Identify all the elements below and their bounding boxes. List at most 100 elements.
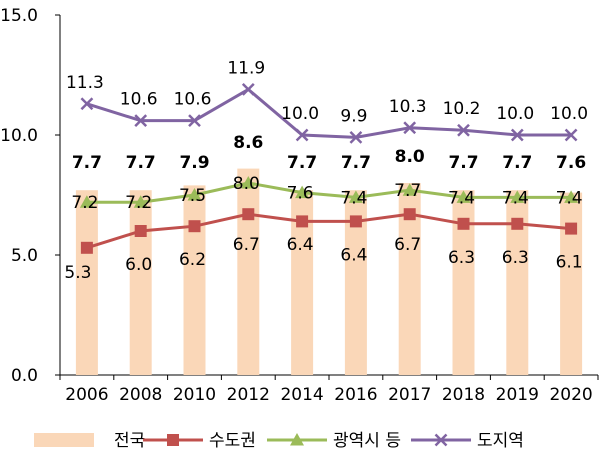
legend-label: 수도권 bbox=[209, 431, 256, 451]
x-marker-stroke bbox=[134, 114, 148, 127]
line-도지역 bbox=[86, 87, 572, 139]
legend-item-광역시 등: 광역시 등 bbox=[267, 431, 401, 451]
x-tick-label: 2019 bbox=[496, 385, 539, 405]
point-도지역-2019 bbox=[510, 128, 524, 142]
bar-2012 bbox=[237, 168, 260, 375]
sudogwon-value-label: 6.7 bbox=[394, 235, 421, 255]
point-수도권-2008 bbox=[134, 225, 147, 237]
x-tick-label: 2012 bbox=[227, 385, 270, 405]
point-수도권-2020 bbox=[565, 222, 578, 235]
sudogwon-value-label: 6.3 bbox=[502, 248, 529, 268]
x-tick-label: 2016 bbox=[334, 385, 377, 405]
dojiyeok-value-label: 11.3 bbox=[66, 73, 104, 93]
sudogwon-value-label: 5.3 bbox=[64, 263, 91, 283]
x-marker-stroke bbox=[188, 114, 201, 127]
point-도지역-2020 bbox=[564, 128, 578, 142]
bar-value-label: 7.7 bbox=[502, 153, 532, 173]
line-수도권 bbox=[86, 212, 572, 250]
legend-marker bbox=[167, 434, 179, 446]
legend-label: 광역시 등 bbox=[333, 431, 401, 451]
gwangyeoksi-value-label: 7.2 bbox=[71, 193, 98, 213]
point-광역시 등-2012 bbox=[241, 176, 256, 189]
legend-item-수도권: 수도권 bbox=[143, 431, 256, 451]
dojiyeok-value-label: 10.3 bbox=[389, 97, 427, 117]
gwangyeoksi-value-label: 8.0 bbox=[233, 174, 260, 194]
point-광역시 등-2017 bbox=[402, 183, 417, 196]
point-수도권-2018 bbox=[457, 217, 470, 230]
x-marker-stroke bbox=[457, 123, 470, 137]
x-tick-label: 2017 bbox=[388, 385, 431, 405]
bar-value-label: 8.0 bbox=[395, 147, 425, 167]
x-marker-stroke bbox=[349, 131, 363, 144]
point-도지역-2010 bbox=[188, 114, 201, 127]
line-광역시 등 bbox=[86, 181, 572, 204]
sudogwon-value-label: 6.7 bbox=[233, 235, 260, 255]
sudogwon-value-label: 6.2 bbox=[179, 250, 206, 270]
bar-2020 bbox=[560, 192, 583, 375]
legend-marker bbox=[434, 433, 448, 447]
gwangyeoksi-value-label: 7.4 bbox=[502, 188, 529, 208]
bar-2010 bbox=[183, 185, 206, 375]
point-수도권-2006 bbox=[80, 241, 93, 254]
point-광역시 등-2014 bbox=[295, 185, 310, 199]
sudogwon-value-label: 6.3 bbox=[448, 248, 475, 268]
axes: 0.0 5.0 10.0 15.0 2006 2008 2010 2012 2014 2016 20… bbox=[0, 6, 599, 405]
dojiyeok-value-label: 10.0 bbox=[496, 104, 534, 124]
point-도지역-2016 bbox=[349, 131, 363, 144]
point-광역시 등-2006 bbox=[79, 195, 94, 208]
dojiyeok-value-label: 10.0 bbox=[281, 104, 319, 124]
bar-2016 bbox=[344, 190, 367, 375]
x-tick-label: 2006 bbox=[65, 385, 108, 405]
gwangyeoksi-value-label: 7.7 bbox=[394, 181, 421, 201]
bar-value-label: 7.7 bbox=[448, 153, 478, 173]
point-수도권-2014 bbox=[296, 215, 309, 228]
data-labels: 7.7 7.7 7.9 8.6 7.7 7.7 8.0 7.7 7.7 7.6 5.3 6.0 6.2 6… bbox=[64, 58, 588, 282]
legend-marker bbox=[290, 433, 304, 446]
gwangyeoksi-value-label: 7.2 bbox=[125, 193, 152, 213]
bar-2008 bbox=[129, 190, 152, 375]
bar-value-label: 7.7 bbox=[287, 153, 317, 173]
bar-value-label: 7.7 bbox=[126, 153, 156, 173]
bar-value-label: 7.6 bbox=[556, 153, 586, 173]
line-series bbox=[79, 83, 579, 254]
point-광역시 등-2016 bbox=[348, 190, 363, 203]
point-광역시 등-2008 bbox=[133, 195, 148, 208]
dojiyeok-value-label: 10.2 bbox=[443, 99, 481, 119]
x-tick-label: 2018 bbox=[442, 385, 485, 405]
gwangyeoksi-value-label: 7.5 bbox=[179, 186, 206, 206]
bar-2019 bbox=[506, 190, 529, 375]
point-수도권-2016 bbox=[349, 215, 362, 228]
dojiyeok-value-label: 10.6 bbox=[174, 90, 212, 110]
x-marker-stroke bbox=[403, 121, 417, 135]
x-marker-stroke bbox=[295, 128, 309, 142]
x-tick-label: 2014 bbox=[280, 385, 323, 405]
point-광역시 등-2019 bbox=[510, 190, 525, 203]
dojiyeok-value-label: 9.9 bbox=[340, 106, 367, 126]
dojiyeok-value-label: 10.0 bbox=[550, 104, 588, 124]
x-marker-stroke bbox=[241, 83, 255, 96]
x-tick-label: 2020 bbox=[549, 385, 592, 405]
dojiyeok-value-label: 10.6 bbox=[120, 90, 158, 110]
gwangyeoksi-value-label: 7.4 bbox=[448, 188, 475, 208]
point-수도권-2017 bbox=[403, 208, 416, 221]
bar-2018 bbox=[452, 190, 475, 375]
x-marker-stroke bbox=[564, 128, 578, 142]
bar-2017 bbox=[398, 183, 421, 375]
bar-2014 bbox=[291, 190, 314, 375]
point-도지역-2014 bbox=[295, 128, 309, 142]
point-수도권-2019 bbox=[511, 217, 524, 230]
point-수도권-2010 bbox=[188, 220, 201, 233]
legend-swatch-bar bbox=[34, 433, 94, 447]
point-광역시 등-2018 bbox=[456, 190, 471, 203]
x-marker-stroke bbox=[434, 433, 448, 447]
legend-item-도지역: 도지역 bbox=[411, 431, 524, 451]
sudogwon-value-label: 6.0 bbox=[125, 255, 152, 275]
x-tick-label: 2010 bbox=[173, 385, 216, 405]
bar-value-label: 7.7 bbox=[341, 153, 371, 173]
point-도지역-2006 bbox=[80, 97, 94, 111]
point-광역시 등-2010 bbox=[187, 188, 202, 201]
y-tick-label: 10.0 bbox=[0, 126, 38, 146]
gwangyeoksi-value-label: 7.4 bbox=[340, 188, 367, 208]
